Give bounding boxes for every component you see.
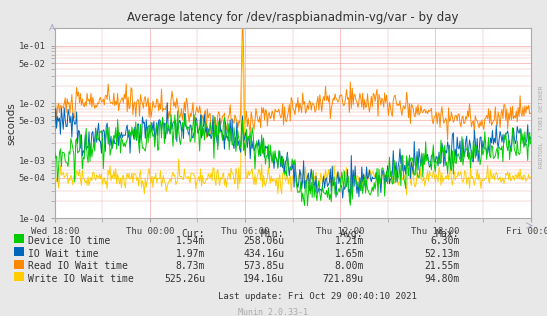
Text: 1.65m: 1.65m [334, 249, 364, 259]
Text: 258.06u: 258.06u [243, 236, 284, 246]
Text: 573.85u: 573.85u [243, 261, 284, 271]
Text: 525.26u: 525.26u [164, 274, 205, 284]
Text: IO Wait time: IO Wait time [28, 249, 98, 259]
Title: Average latency for /dev/raspbianadmin-vg/var - by day: Average latency for /dev/raspbianadmin-v… [127, 11, 458, 25]
Text: 6.30m: 6.30m [430, 236, 459, 246]
Text: Max:: Max: [436, 229, 459, 239]
Text: RRDTOOL / TOBI OETIKER: RRDTOOL / TOBI OETIKER [538, 85, 543, 168]
Text: Avg:: Avg: [340, 229, 364, 239]
Text: 434.16u: 434.16u [243, 249, 284, 259]
Text: 194.16u: 194.16u [243, 274, 284, 284]
Y-axis label: seconds: seconds [6, 102, 16, 145]
Text: 8.00m: 8.00m [334, 261, 364, 271]
Text: 8.73m: 8.73m [176, 261, 205, 271]
Text: 94.80m: 94.80m [424, 274, 459, 284]
Text: 721.89u: 721.89u [323, 274, 364, 284]
Text: Min:: Min: [261, 229, 284, 239]
Text: Munin 2.0.33-1: Munin 2.0.33-1 [238, 308, 309, 316]
Text: Device IO time: Device IO time [28, 236, 110, 246]
Text: Last update: Fri Oct 29 00:40:10 2021: Last update: Fri Oct 29 00:40:10 2021 [218, 292, 417, 301]
Text: 52.13m: 52.13m [424, 249, 459, 259]
Text: Read IO Wait time: Read IO Wait time [28, 261, 128, 271]
Text: 1.21m: 1.21m [334, 236, 364, 246]
Text: Write IO Wait time: Write IO Wait time [28, 274, 133, 284]
Text: 21.55m: 21.55m [424, 261, 459, 271]
Text: 1.54m: 1.54m [176, 236, 205, 246]
Text: 1.97m: 1.97m [176, 249, 205, 259]
Text: Cur:: Cur: [182, 229, 205, 239]
